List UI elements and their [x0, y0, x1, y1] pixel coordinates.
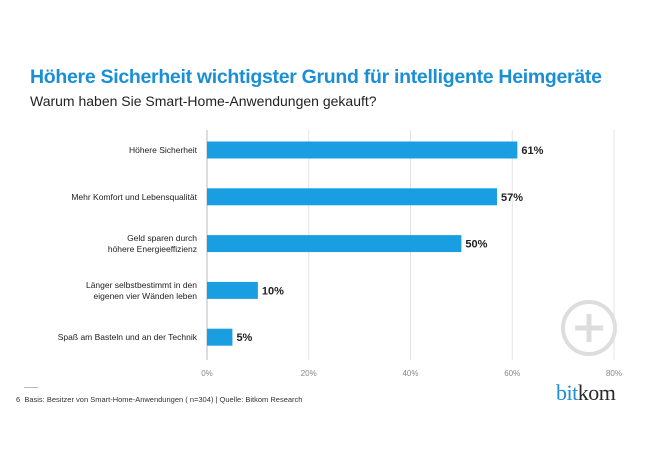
category-label: höhere Energieeffizienz — [108, 244, 197, 254]
chart-subtitle: Warum haben Sie Smart-Home-Anwendungen g… — [30, 93, 377, 109]
bar — [207, 141, 518, 159]
tick-label: 40% — [402, 369, 418, 378]
bitkom-logo: bitkom — [556, 380, 616, 405]
plus-circle-icon — [561, 300, 617, 356]
footer-note: 6 Basis: Besitzer von Smart-Home-Anwendu… — [16, 395, 302, 404]
bar — [207, 188, 497, 206]
chart-title: Höhere Sicherheit wichtigster Grund für … — [30, 66, 602, 88]
bar — [207, 328, 233, 346]
data-label: 10% — [262, 285, 284, 297]
tick-label: 0% — [201, 369, 213, 378]
data-label: 5% — [236, 332, 252, 344]
category-label: Länger selbstbestimmt in den — [86, 280, 197, 290]
tick-label: 20% — [301, 369, 317, 378]
category-label: Höhere Sicherheit — [129, 145, 198, 155]
bar — [207, 281, 258, 299]
category-label: Mehr Komfort und Lebensqualität — [71, 192, 197, 202]
footer-divider — [24, 387, 38, 388]
tick-label: 80% — [606, 369, 622, 378]
source-note: Basis: Besitzer von Smart-Home-Anwendung… — [24, 395, 303, 404]
page-number: 6 — [16, 395, 21, 404]
bar — [207, 235, 462, 253]
data-label: 57% — [501, 192, 523, 204]
category-label: Geld sparen durch — [127, 233, 197, 243]
data-label: 61% — [521, 145, 543, 157]
tick-label: 60% — [504, 369, 520, 378]
category-label: Spaß am Basteln und an der Technik — [58, 332, 198, 342]
category-label: eigenen vier Wänden leben — [94, 291, 198, 301]
data-label: 50% — [465, 239, 487, 251]
plus-circle-icon-cross — [575, 314, 603, 342]
